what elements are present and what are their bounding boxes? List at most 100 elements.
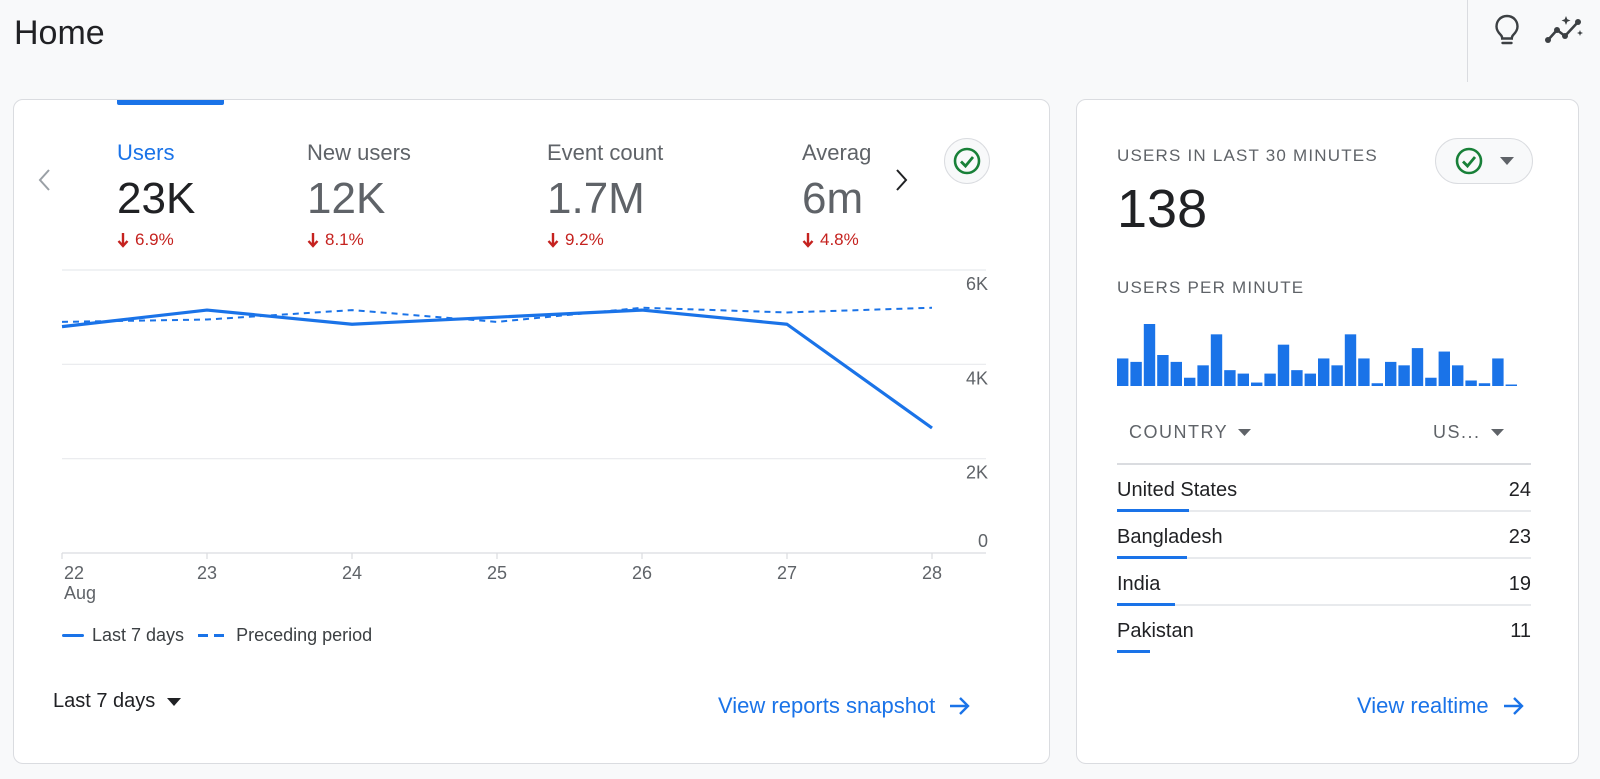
metric-delta: 6.9% xyxy=(117,230,195,250)
share-track xyxy=(1117,557,1531,559)
minute-bar xyxy=(1385,361,1397,386)
table-row[interactable]: Pakistan 11 xyxy=(1117,606,1531,653)
realtime-card: USERS IN LAST 30 MINUTES 138 USERS PER M… xyxy=(1076,99,1579,764)
country-name: Bangladesh xyxy=(1117,526,1223,548)
minute-bar xyxy=(1197,365,1209,386)
series-line-preceding xyxy=(61,306,933,323)
metric-delta: 8.1% xyxy=(307,230,411,250)
chart-legend: Last 7 days Preceding period xyxy=(62,625,386,646)
users-column-label: US... xyxy=(1433,422,1481,442)
view-realtime-label: View realtime xyxy=(1357,693,1489,718)
x-tick-label: 23 xyxy=(197,563,217,583)
share-bar xyxy=(1117,603,1175,606)
x-tick-label: 27 xyxy=(777,563,797,583)
x-tick-label: 26 xyxy=(632,563,652,583)
realtime-quality-dropdown[interactable] xyxy=(1435,138,1533,184)
x-tick-label: 24 xyxy=(342,563,362,583)
arrow-right-icon xyxy=(950,697,970,715)
legend-dashed-swatch xyxy=(198,634,227,637)
minute-bar xyxy=(1157,355,1169,386)
x-month-label: Aug xyxy=(64,583,96,603)
metric-label: Averag xyxy=(802,140,872,165)
metric-label: Event count xyxy=(547,140,664,165)
country-column-header[interactable]: COUNTRY xyxy=(1129,422,1252,443)
metric-new-users[interactable]: New users 12K 8.1% xyxy=(307,140,411,250)
legend-previous: Preceding period xyxy=(198,625,372,646)
users-per-minute-chart xyxy=(1117,324,1517,386)
minute-bar xyxy=(1117,358,1129,386)
lightbulb-icon[interactable] xyxy=(1487,10,1527,50)
caret-down-icon xyxy=(1490,429,1504,436)
minute-bar xyxy=(1505,384,1517,386)
metric-value: 6m xyxy=(802,174,864,223)
realtime-heading: USERS IN LAST 30 MINUTES xyxy=(1117,146,1378,165)
share-bar xyxy=(1117,556,1187,559)
y-tick-label: 0 xyxy=(978,531,988,551)
minute-bar xyxy=(1184,377,1196,386)
insights-icon[interactable] xyxy=(1545,10,1585,50)
country-count: 19 xyxy=(1508,573,1531,595)
view-reports-snapshot-link[interactable]: View reports snapshot xyxy=(718,693,971,719)
page-title: Home xyxy=(14,14,105,52)
metric-value: 23K xyxy=(117,174,196,223)
minute-bar xyxy=(1130,361,1142,386)
minute-bar xyxy=(1398,365,1410,386)
minute-bar xyxy=(1143,324,1156,386)
users-line-chart: 0 2K 4K 6K 22 23 24 25 26 27 28 Aug xyxy=(61,269,988,603)
metric-delta: 4.8% xyxy=(802,230,871,250)
arrow-down-icon xyxy=(547,233,559,248)
overview-card: Users 23K 6.9% New users 12K 8.1% Event … xyxy=(13,99,1050,764)
minute-bar xyxy=(1237,373,1249,386)
view-realtime-link[interactable]: View realtime xyxy=(1357,693,1525,719)
active-tab-indicator xyxy=(117,100,224,105)
country-count: 11 xyxy=(1510,620,1531,642)
metric-delta-value: 9.2% xyxy=(565,230,604,249)
header-divider xyxy=(1467,0,1468,82)
minute-bar xyxy=(1452,365,1464,386)
chevron-right-icon[interactable] xyxy=(886,160,918,200)
metric-value: 12K xyxy=(307,174,386,223)
metric-value: 1.7M xyxy=(547,174,645,223)
minute-bar xyxy=(1492,358,1504,386)
minute-bar xyxy=(1344,334,1357,386)
table-row[interactable]: India 19 xyxy=(1117,559,1531,606)
country-name: United States xyxy=(1117,479,1238,501)
country-name: India xyxy=(1117,573,1161,595)
country-name: Pakistan xyxy=(1117,620,1194,642)
minute-bar xyxy=(1224,370,1236,386)
minute-bar xyxy=(1251,382,1263,386)
minute-bar xyxy=(1465,380,1477,386)
date-range-select[interactable]: Last 7 days xyxy=(53,690,182,713)
metric-delta-value: 8.1% xyxy=(325,230,364,249)
metric-delta-value: 4.8% xyxy=(820,230,859,249)
metric-users[interactable]: Users 23K 6.9% xyxy=(117,140,195,250)
view-reports-snapshot-label: View reports snapshot xyxy=(718,693,936,718)
arrow-down-icon xyxy=(802,233,814,248)
caret-down-icon xyxy=(1238,429,1252,436)
minute-bar xyxy=(1304,373,1316,386)
share-bar xyxy=(1117,650,1151,653)
users-column-header[interactable]: US... xyxy=(1433,422,1504,443)
data-quality-button[interactable] xyxy=(944,138,990,184)
minute-bar xyxy=(1170,361,1182,386)
arrow-right-icon xyxy=(1503,697,1524,715)
share-track xyxy=(1117,510,1531,512)
metric-event-count[interactable]: Event count 1.7M 9.2% xyxy=(547,140,663,250)
minute-bar xyxy=(1371,383,1383,386)
chevron-left-icon[interactable] xyxy=(28,160,60,200)
minute-bar xyxy=(1358,358,1370,386)
x-tick-label: 25 xyxy=(487,563,507,583)
table-row[interactable]: United States 24 xyxy=(1117,465,1531,512)
share-bar xyxy=(1117,509,1190,512)
minute-bar xyxy=(1438,351,1450,386)
metric-delta-value: 6.9% xyxy=(135,230,174,249)
arrow-down-icon xyxy=(117,233,129,248)
table-row[interactable]: Bangladesh 23 xyxy=(1117,512,1531,559)
minute-bar xyxy=(1478,383,1491,386)
date-range-label: Last 7 days xyxy=(53,690,156,712)
metric-average[interactable]: Averag 6m 4.8% xyxy=(802,140,871,250)
minute-bar xyxy=(1331,365,1343,386)
minute-bar xyxy=(1210,334,1223,386)
series-line-current xyxy=(61,308,933,430)
minute-bar xyxy=(1318,358,1330,386)
